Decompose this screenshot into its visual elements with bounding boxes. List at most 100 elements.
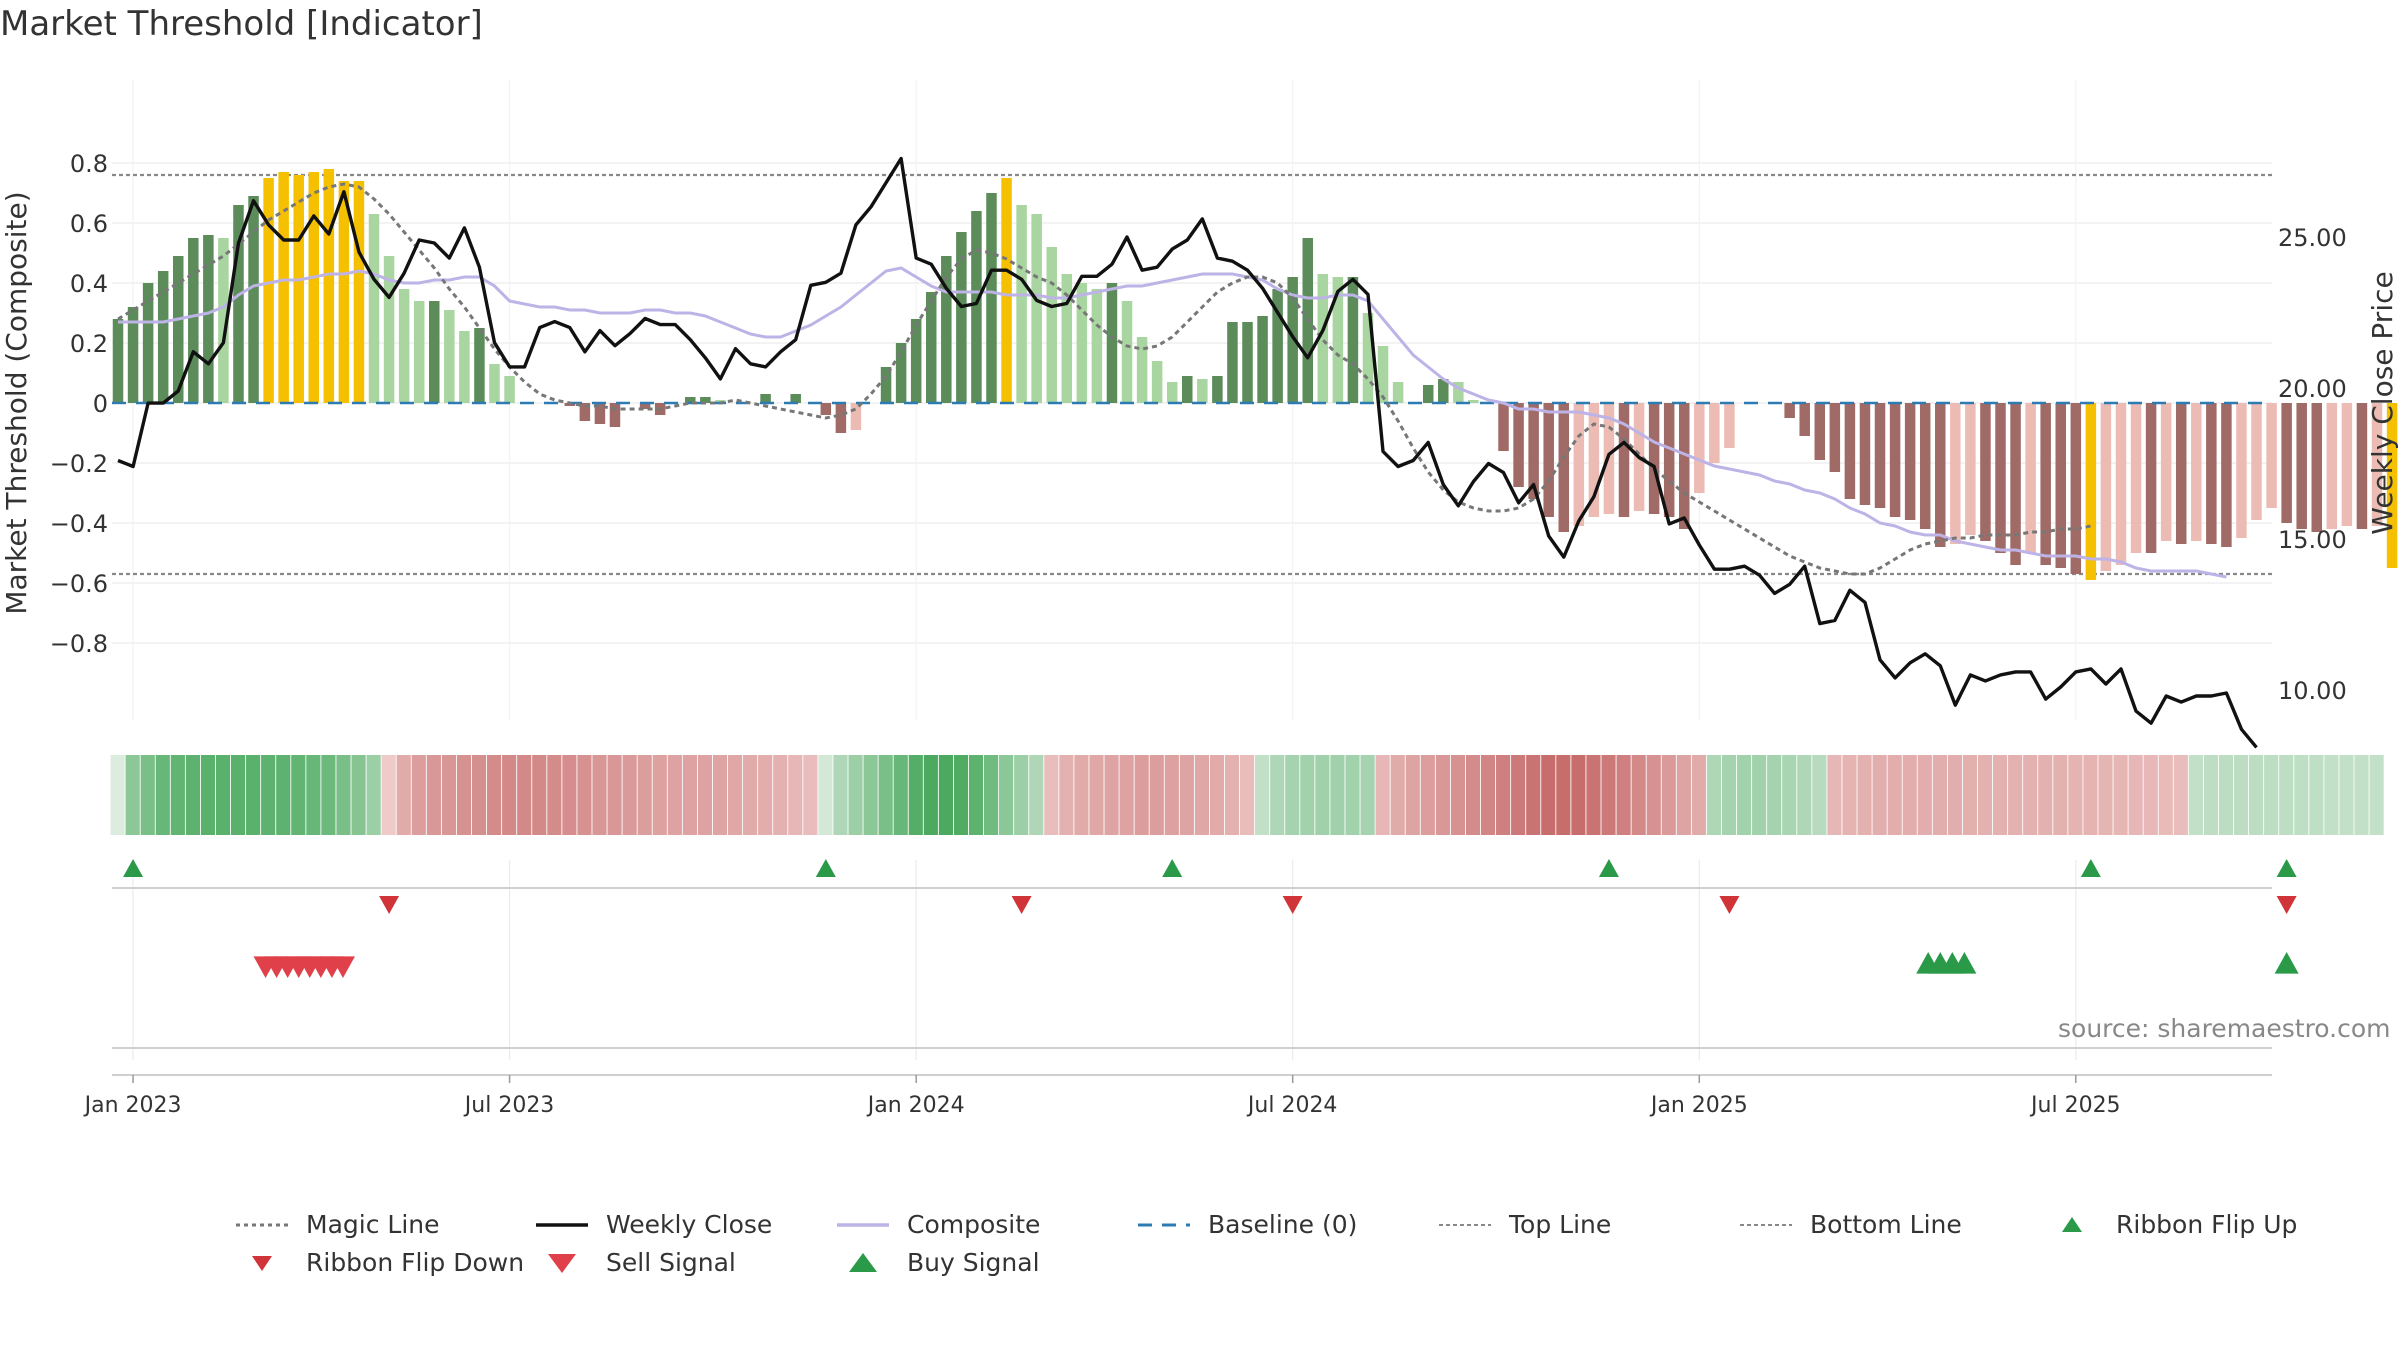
composite-bar <box>1724 403 1735 448</box>
ribbon-cell <box>261 755 276 835</box>
ribbon-cell <box>1014 755 1029 835</box>
composite-line <box>118 266 2227 579</box>
ribbon-cell <box>125 755 140 835</box>
composite-bar <box>188 238 199 403</box>
ribbon-cell <box>968 755 984 835</box>
left-axis-title: Market Threshold (Composite) <box>0 191 33 614</box>
composite-bar <box>2206 403 2217 544</box>
composite-bar <box>1362 313 1374 403</box>
composite-bar <box>2070 403 2082 574</box>
ribbon-cell <box>1902 755 1917 835</box>
composite-bar <box>1709 403 1720 463</box>
ribbon-cell <box>200 755 216 835</box>
ribbon-cell <box>878 755 893 835</box>
ribbon-cell <box>411 755 426 835</box>
composite-bar <box>1197 379 1208 403</box>
left-tick-label: 0.4 <box>70 270 108 298</box>
ribbon-cell <box>1661 755 1676 835</box>
ribbon-cell <box>2249 755 2264 835</box>
composite-bar <box>2386 403 2398 568</box>
ribbon-cell <box>1917 755 1932 835</box>
ribbon-cell <box>2218 755 2234 835</box>
composite-bar <box>941 256 952 403</box>
composite-bar <box>1498 403 1509 451</box>
composite-bar <box>413 301 425 403</box>
composite-bar <box>2191 403 2202 541</box>
composite-bar <box>1377 346 1389 403</box>
ribbon-flip-down-marker <box>1011 896 1032 914</box>
ribbon-flip-down-marker <box>1719 896 1740 914</box>
composite-bar <box>1227 322 1238 403</box>
composite-bar <box>1513 403 1524 487</box>
ribbon-cell <box>893 755 908 835</box>
composite-bar <box>489 364 500 403</box>
ribbon-cell <box>1797 755 1812 835</box>
composite-bar <box>1573 403 1585 526</box>
ribbon-cell <box>592 755 607 835</box>
composite-bar <box>2130 403 2142 553</box>
left-tick-label: 0 <box>93 390 108 418</box>
ribbon-cell <box>110 755 125 835</box>
ribbon-cell <box>697 755 713 835</box>
ribbon-cell <box>908 755 923 835</box>
composite-bar <box>1046 247 1057 403</box>
ribbon-cell <box>321 755 336 835</box>
source-note: source: sharemaestro.com <box>2058 1014 2391 1043</box>
ribbon-cell <box>1300 755 1315 835</box>
composite-bar <box>1588 403 1600 517</box>
ribbon-cell <box>577 755 592 835</box>
composite-bar <box>835 403 847 433</box>
composite-bar <box>1648 403 1660 514</box>
composite-bar <box>293 175 304 403</box>
ribbon-cell <box>1601 755 1616 835</box>
composite-bar <box>1182 376 1193 403</box>
ribbon-cell <box>1270 755 1285 835</box>
ribbon-cell <box>1977 755 1993 835</box>
composite-bar <box>1950 403 1961 544</box>
ribbon-cell <box>396 755 411 835</box>
composite-bar <box>1031 214 1042 403</box>
ribbon-cell <box>215 755 231 835</box>
composite-bar <box>1422 385 1434 403</box>
ribbon-cell <box>1782 755 1797 835</box>
ribbon-cell <box>140 755 155 835</box>
ribbon-cell <box>1646 755 1661 835</box>
ribbon-flip-down-marker <box>1282 896 1303 914</box>
left-tick-label: 0.6 <box>70 210 108 238</box>
composite-bar <box>1453 382 1464 403</box>
composite-bar <box>142 283 154 403</box>
ribbon-cell <box>1209 755 1225 835</box>
ribbon-cell <box>381 755 396 835</box>
composite-bar <box>1272 289 1283 403</box>
composite-bar <box>1061 274 1073 403</box>
ribbon-cell <box>1315 755 1330 835</box>
ribbon-cell <box>1721 755 1737 835</box>
ribbon-cell <box>833 755 848 835</box>
composite-bar <box>263 178 274 403</box>
composite-bar <box>1151 361 1163 403</box>
composite-bar <box>338 181 350 403</box>
ribbon-cell <box>1119 755 1134 835</box>
composite-bar <box>639 403 651 409</box>
left-tick-label: 0.2 <box>70 330 108 358</box>
composite-bar <box>956 232 967 403</box>
composite-bar <box>1287 277 1298 403</box>
ribbon-cell <box>2264 755 2279 835</box>
composite-bar <box>157 271 169 403</box>
composite-bar <box>2010 403 2021 565</box>
composite-bar <box>1121 301 1133 403</box>
weekly-close-line <box>117 156 2258 749</box>
ribbon-flip-up-marker <box>815 859 836 877</box>
composite-bar <box>2341 403 2353 526</box>
composite-bar <box>1091 289 1103 403</box>
composite-bar <box>895 343 907 403</box>
composite-bar <box>172 256 184 403</box>
ribbon-flip-down-marker <box>379 896 400 914</box>
ribbon-cell <box>1480 755 1496 835</box>
composite-bar <box>1528 403 1539 499</box>
ribbon-cell <box>2173 755 2188 835</box>
left-tick-label: −0.2 <box>50 450 108 478</box>
ribbon-cell <box>727 755 743 835</box>
composite-bar <box>1076 283 1088 403</box>
ribbon-cell <box>1827 755 1842 835</box>
